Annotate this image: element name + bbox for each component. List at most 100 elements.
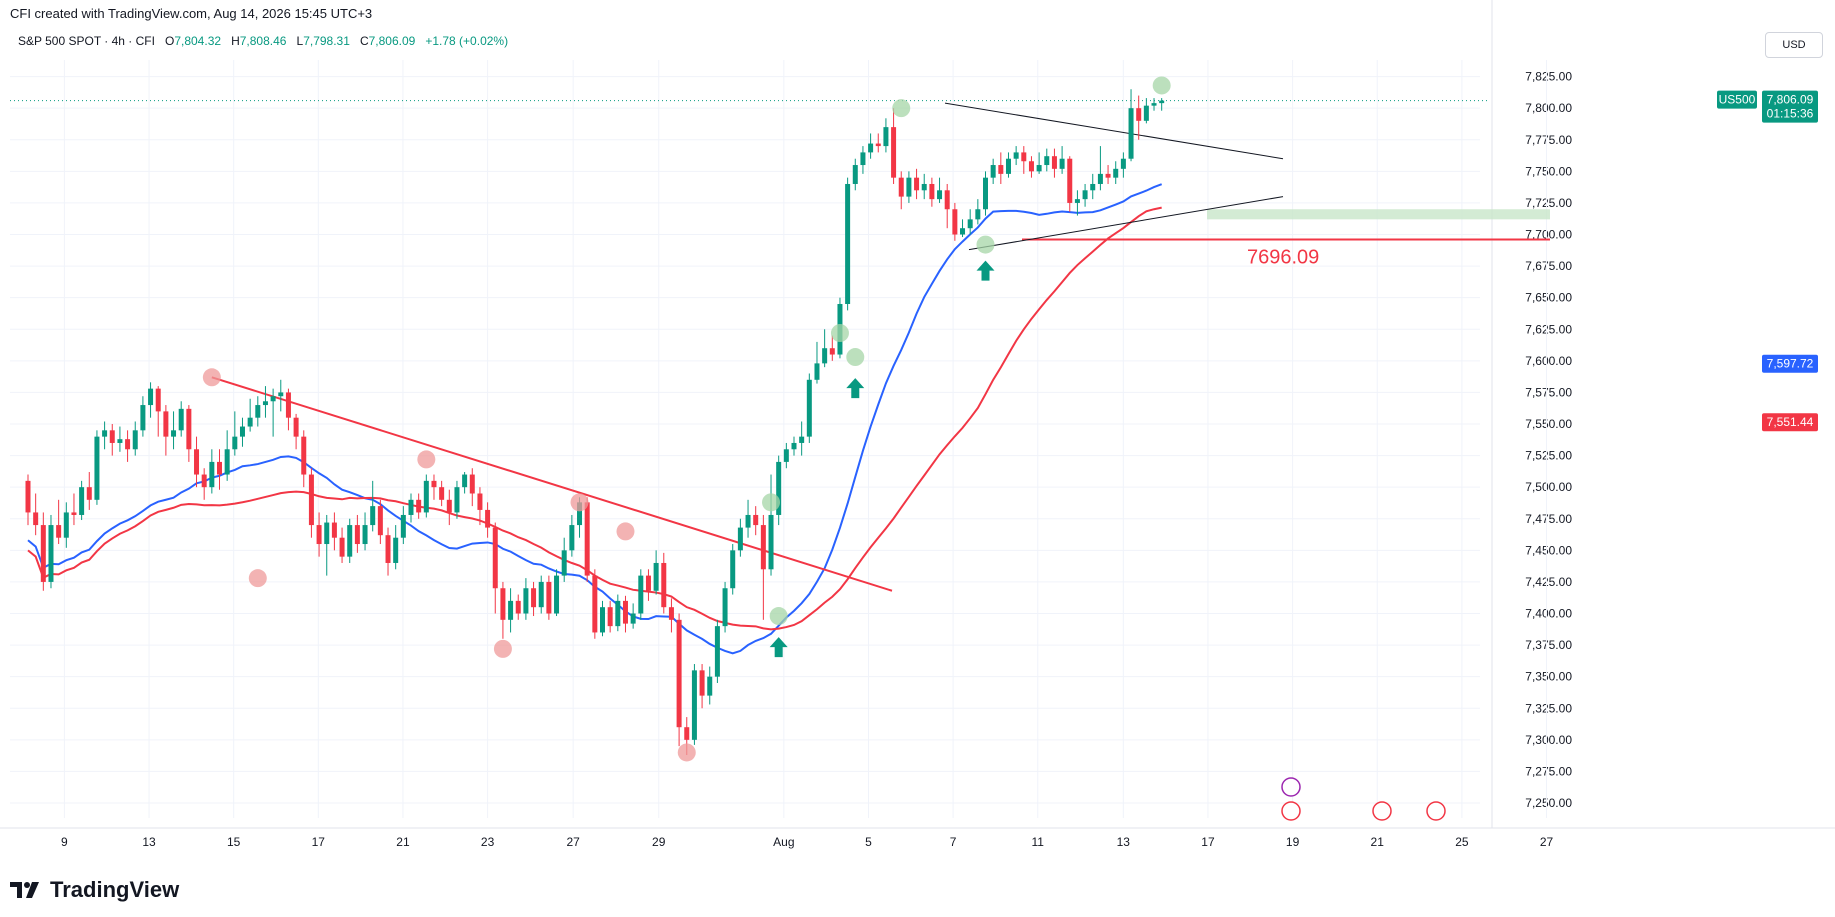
candle-up: [79, 487, 85, 515]
demand-zone[interactable]: [1207, 209, 1550, 220]
last-price-tag: [1762, 90, 1818, 123]
candle-up: [171, 430, 177, 437]
candle-up: [262, 401, 268, 406]
candle-up: [638, 575, 644, 614]
candle-down: [929, 183, 935, 200]
triangle-upper-line[interactable]: [944, 102, 1284, 160]
lightning-event-icon[interactable]: [1281, 777, 1301, 797]
up-arrow-icon: [846, 378, 865, 399]
y-tick-label: 7,400.00: [1525, 607, 1572, 621]
tradingview-logo: TradingView: [10, 877, 179, 903]
candle-down: [944, 190, 950, 210]
change-value: +1.78 (+0.02%): [425, 34, 509, 48]
candle-up: [1074, 199, 1080, 203]
x-tick-label: 11: [1032, 835, 1045, 849]
candle-down: [285, 392, 291, 418]
candle-up: [1143, 105, 1149, 121]
y-tick-label: 7,325.00: [1525, 701, 1572, 715]
candle-up: [224, 449, 230, 475]
candle-up: [653, 562, 659, 591]
y-tick-label: 7,700.00: [1525, 228, 1572, 242]
candle-down: [446, 499, 452, 513]
candle-down: [217, 461, 222, 475]
open-value: 7,804.32: [174, 34, 222, 48]
red-moving-average[interactable]: [27, 206, 1162, 631]
triangle-lower-line[interactable]: [968, 196, 1284, 251]
high-label: H: [231, 34, 240, 48]
candle-down: [40, 525, 46, 582]
candle-down: [316, 525, 322, 545]
candle-up: [1036, 165, 1042, 172]
candle-down: [500, 588, 506, 620]
green-highlight-circle: [762, 493, 781, 512]
symbol-name[interactable]: S&P 500 SPOT · 4h · CFI: [18, 34, 155, 48]
candle-up: [132, 430, 138, 450]
candle-up: [783, 449, 789, 462]
candle-down: [998, 165, 1004, 174]
x-tick-label: 23: [481, 835, 495, 849]
candle-down: [753, 514, 759, 526]
candle-up: [776, 461, 782, 515]
candle-up: [1059, 158, 1065, 169]
green-highlight-circle: [976, 235, 995, 254]
currency-selector[interactable]: USD: [1765, 32, 1823, 58]
us-flag-event-icon[interactable]: [1372, 801, 1392, 821]
candle-up: [324, 522, 330, 545]
candle-up: [400, 514, 406, 538]
candle-up: [852, 165, 858, 184]
candle-up: [523, 588, 529, 614]
x-tick-label: 21: [396, 835, 410, 849]
y-tick-label: 7,775.00: [1525, 133, 1572, 147]
candle-up: [806, 379, 812, 437]
candle-down: [354, 525, 360, 545]
price-chart[interactable]: 7,825.00 7,800.00 7,775.00 7,750.00 7,725.00…: [0, 0, 1835, 880]
x-tick-label: 17: [1201, 835, 1215, 849]
x-tick-label: 5: [865, 835, 872, 849]
x-tick-label: 27: [566, 835, 580, 849]
candle-up: [94, 436, 100, 500]
red-highlight-circle: [248, 569, 267, 588]
y-tick-label: 7,500.00: [1525, 480, 1572, 494]
candle-up: [1113, 168, 1119, 178]
candle-down: [546, 581, 552, 614]
y-tick-label: 7,425.00: [1525, 575, 1572, 589]
y-tick-label: 7,550.00: [1525, 417, 1572, 431]
candle-down: [829, 348, 835, 355]
candle-up: [737, 527, 743, 551]
candle-up: [906, 177, 912, 197]
green-highlight-circle: [1152, 76, 1171, 95]
low-value: 7,798.31: [303, 34, 350, 48]
candle-down: [592, 575, 598, 633]
candle-down: [163, 411, 169, 437]
candle-down: [194, 449, 200, 475]
us-flag-event-icon[interactable]: [1426, 801, 1446, 821]
candle-down: [485, 509, 491, 528]
candle-down: [914, 177, 920, 191]
candle-down: [201, 474, 207, 488]
candle-down: [676, 619, 682, 728]
candle-up: [1090, 183, 1096, 191]
y-tick-label: 7,675.00: [1525, 259, 1572, 273]
candle-up: [370, 506, 376, 526]
y-tick-label: 7,475.00: [1525, 512, 1572, 526]
open-label: O: [164, 34, 175, 48]
candle-up: [937, 190, 943, 200]
red-highlight-circle: [570, 493, 589, 512]
candle-down: [56, 525, 62, 538]
us-flag-event-icon[interactable]: [1281, 801, 1301, 821]
x-tick-label: 7: [950, 835, 957, 849]
candle-down: [1028, 161, 1034, 172]
candle-down: [661, 562, 667, 608]
red-highlight-circle: [616, 522, 635, 541]
candle-down: [155, 388, 161, 412]
downtrend-line[interactable]: [211, 376, 893, 592]
candle-down: [668, 607, 674, 620]
candle-up: [255, 405, 261, 418]
x-tick-label: 19: [1286, 835, 1300, 849]
candle-down: [531, 588, 537, 608]
symbol-tag-text: US500: [1719, 93, 1756, 107]
candle-up: [148, 388, 154, 406]
candle-up: [630, 613, 636, 624]
candle-up: [209, 461, 215, 488]
candle-down: [952, 209, 958, 235]
